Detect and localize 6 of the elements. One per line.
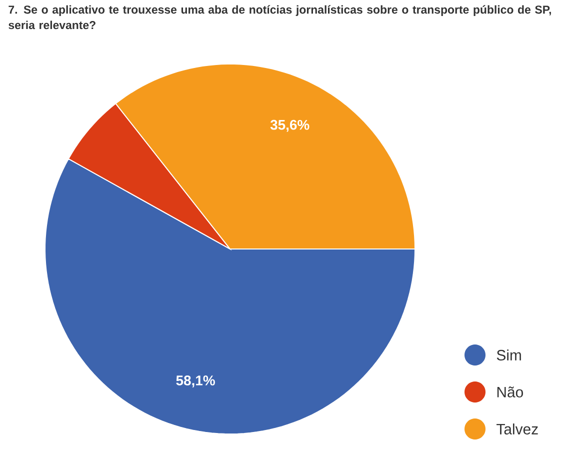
legend-label: Não xyxy=(497,386,523,398)
data-label: 35,6% xyxy=(270,120,310,132)
chart-title: 7. Se o aplicativo te trouxesse uma aba de notícias jornalísticas sobre o transporte público de SP, seria relevante? xyxy=(8,5,551,30)
legend-label: Sim xyxy=(496,350,521,360)
legend-label: Talvez xyxy=(496,424,538,434)
data-label: 58,1% xyxy=(176,376,215,388)
